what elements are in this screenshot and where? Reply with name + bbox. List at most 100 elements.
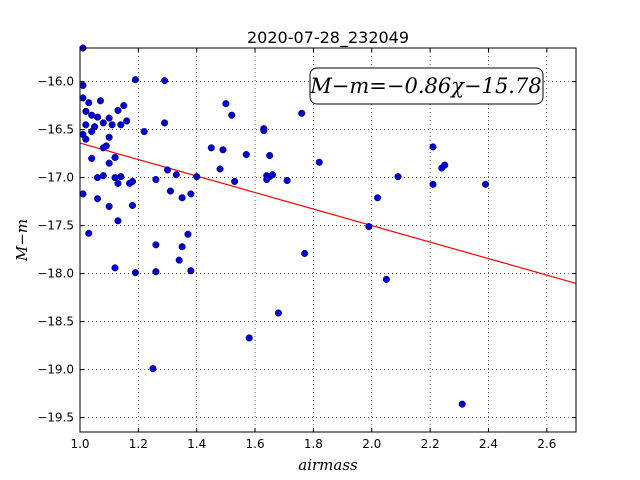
x-tick-label: 1.2: [129, 437, 148, 451]
y-tick-label: −17.0: [37, 171, 74, 185]
data-point: [260, 127, 268, 135]
y-tick-label: −17.5: [37, 219, 74, 233]
y-tick-label: −18.0: [37, 267, 74, 281]
fit-line: [79, 142, 577, 284]
data-point: [207, 144, 215, 152]
y-tick-label: −16.0: [37, 75, 74, 89]
data-point: [82, 107, 90, 115]
data-point: [301, 249, 309, 257]
data-point: [374, 194, 382, 202]
data-point: [82, 135, 90, 143]
data-point: [266, 151, 274, 160]
data-point: [105, 202, 113, 210]
x-tick-labels: 1.0 1.2 1.4 1.6 1.8 2.0 2.2 2.4 2.6: [70, 437, 556, 451]
data-point: [131, 269, 139, 277]
data-point: [79, 190, 87, 198]
x-tick-label: 2.6: [537, 437, 556, 451]
data-point: [114, 217, 122, 225]
data-point: [99, 144, 107, 152]
data-point: [228, 111, 236, 119]
data-point: [82, 121, 90, 129]
data-point: [245, 334, 253, 342]
data-point: [178, 194, 186, 202]
x-axis-label: airmass: [298, 456, 358, 474]
data-point: [458, 400, 466, 408]
data-point: [105, 114, 113, 122]
data-point: [79, 94, 87, 102]
x-tick-label: 1.8: [304, 437, 323, 451]
data-point: [193, 173, 201, 181]
data-point: [111, 153, 119, 161]
data-point: [111, 264, 119, 272]
data-point: [149, 365, 157, 373]
axis-ticks: [79, 48, 576, 432]
x-tick-label: 1.0: [70, 437, 89, 451]
y-tick-label: −18.5: [37, 315, 74, 329]
annotation-box: [309, 67, 544, 105]
fit-equation: M−m=−0.86χ−15.78: [309, 74, 541, 98]
data-point: [117, 173, 125, 181]
y-tick-label: −16.5: [37, 123, 74, 137]
data-point: [108, 121, 116, 129]
data-point: [96, 97, 104, 105]
data-point: [394, 173, 402, 181]
data-point: [269, 171, 277, 179]
data-point: [274, 309, 282, 317]
data-point: [128, 201, 137, 209]
data-point: [187, 190, 195, 198]
data-point: [283, 176, 291, 185]
data-point: [172, 171, 180, 179]
data-point: [441, 161, 449, 169]
data-point: [161, 77, 169, 85]
data-point: [131, 76, 139, 84]
data-point: [222, 100, 230, 108]
y-tick-label: −19.0: [37, 363, 74, 377]
data-point: [216, 165, 224, 173]
data-point: [429, 180, 437, 188]
data-point: [117, 121, 125, 129]
plot-area: [80, 48, 576, 432]
data-point: [93, 113, 102, 121]
data-point: [152, 175, 160, 184]
y-tick-labels: −16.0 −16.5 −17.0 −17.5 −18.0 −18.5 −19.0 −19.5: [37, 75, 74, 425]
x-tick-label: 2.2: [421, 437, 440, 451]
data-point: [219, 146, 227, 154]
fit-line-layer: [79, 142, 577, 284]
data-point: [123, 117, 131, 125]
data-point: [152, 268, 160, 276]
data-point: [163, 166, 172, 174]
data-point: [161, 119, 169, 127]
data-point: [152, 241, 160, 249]
data-point: [85, 99, 93, 107]
data-point: [184, 230, 192, 238]
data-point: [114, 179, 122, 187]
data-point: [79, 81, 87, 89]
data-point: [429, 143, 437, 151]
grid: [79, 48, 576, 432]
data-point: [88, 127, 96, 136]
x-tick-label: 1.6: [246, 437, 265, 451]
data-point: [315, 158, 323, 166]
data-point: [382, 275, 390, 283]
plot-frame: [79, 47, 577, 433]
data-point: [105, 159, 113, 167]
data-point: [93, 195, 102, 203]
data-point: [482, 180, 490, 188]
x-tick-label: 1.4: [187, 437, 206, 451]
data-point: [114, 106, 122, 114]
y-tick-label: −19.5: [37, 411, 74, 425]
data-point: [140, 127, 148, 136]
data-point: [178, 243, 186, 251]
x-tick-label: 2.4: [479, 437, 498, 451]
data-point: [120, 102, 128, 110]
data-point: [175, 256, 183, 264]
data-point: [242, 151, 250, 159]
data-point: [128, 177, 137, 185]
chart-title: 2020-07-28_232049: [247, 28, 409, 48]
data-point: [105, 133, 113, 141]
x-tick-label: 2.0: [362, 437, 381, 451]
data-point: [88, 154, 96, 162]
data-point: [231, 177, 239, 185]
data-point: [99, 119, 107, 127]
